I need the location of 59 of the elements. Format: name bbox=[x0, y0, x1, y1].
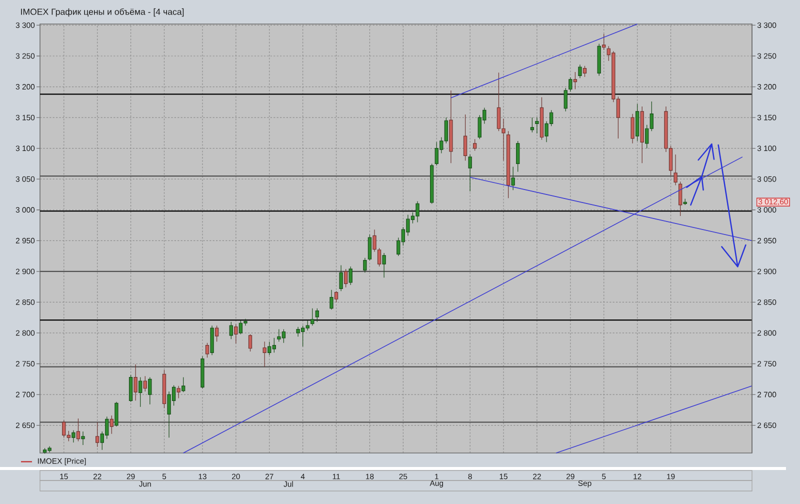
candlestick bbox=[176, 386, 180, 399]
candlestick bbox=[339, 264, 343, 292]
candlestick bbox=[248, 334, 252, 352]
candlestick bbox=[516, 140, 520, 172]
candlestick bbox=[114, 402, 118, 427]
candlestick bbox=[449, 90, 453, 164]
candlestick bbox=[382, 252, 386, 278]
candlestick bbox=[81, 431, 85, 446]
candlestick bbox=[564, 88, 568, 112]
candlestick bbox=[210, 325, 214, 356]
candlestick bbox=[229, 322, 233, 340]
candlestick bbox=[473, 138, 477, 152]
candlestick bbox=[597, 43, 601, 76]
candlestick bbox=[138, 376, 142, 408]
candlestick bbox=[372, 229, 376, 252]
candlestick bbox=[640, 106, 644, 164]
candlestick bbox=[143, 376, 147, 392]
candlestick bbox=[315, 308, 319, 322]
candlestick bbox=[134, 364, 138, 401]
candlestick bbox=[635, 104, 640, 142]
candlestick bbox=[110, 415, 114, 434]
candlestick bbox=[506, 130, 510, 198]
candlestick bbox=[578, 64, 582, 78]
candlestick bbox=[568, 77, 572, 92]
candlestick bbox=[674, 154, 678, 186]
candlestick bbox=[582, 66, 587, 78]
candlestick bbox=[348, 266, 352, 286]
candlestick bbox=[683, 198, 687, 206]
candlestick bbox=[540, 96, 544, 140]
chart-title: IMOEX График цены и объёма - [4 часа] bbox=[21, 8, 184, 17]
candlestick bbox=[573, 72, 578, 90]
candlestick bbox=[205, 342, 210, 358]
candlestick bbox=[530, 117, 534, 133]
candlestick bbox=[76, 418, 80, 442]
candlestick bbox=[363, 258, 367, 273]
candlestick bbox=[72, 430, 76, 443]
candlestick bbox=[535, 117, 539, 134]
candlestick bbox=[310, 308, 314, 326]
candlestick bbox=[234, 324, 238, 344]
candlestick bbox=[334, 290, 338, 302]
candlestick bbox=[262, 341, 266, 368]
candlestick bbox=[430, 163, 434, 204]
candlestick bbox=[344, 268, 348, 288]
candlestick bbox=[162, 370, 166, 408]
candlestick bbox=[368, 234, 372, 261]
candlestick bbox=[200, 356, 204, 389]
candlestick bbox=[463, 114, 468, 161]
candlestick bbox=[678, 181, 682, 216]
candlestick bbox=[96, 422, 100, 448]
candlestick bbox=[148, 376, 152, 405]
candlestick bbox=[182, 376, 186, 392]
candlestick bbox=[511, 166, 515, 190]
candlestick bbox=[128, 374, 133, 402]
candlestick bbox=[630, 114, 634, 144]
candlestick bbox=[214, 325, 219, 342]
candlestick bbox=[602, 34, 606, 50]
candlestick bbox=[377, 248, 382, 267]
candlestick bbox=[468, 154, 472, 192]
candlestick bbox=[330, 290, 334, 310]
